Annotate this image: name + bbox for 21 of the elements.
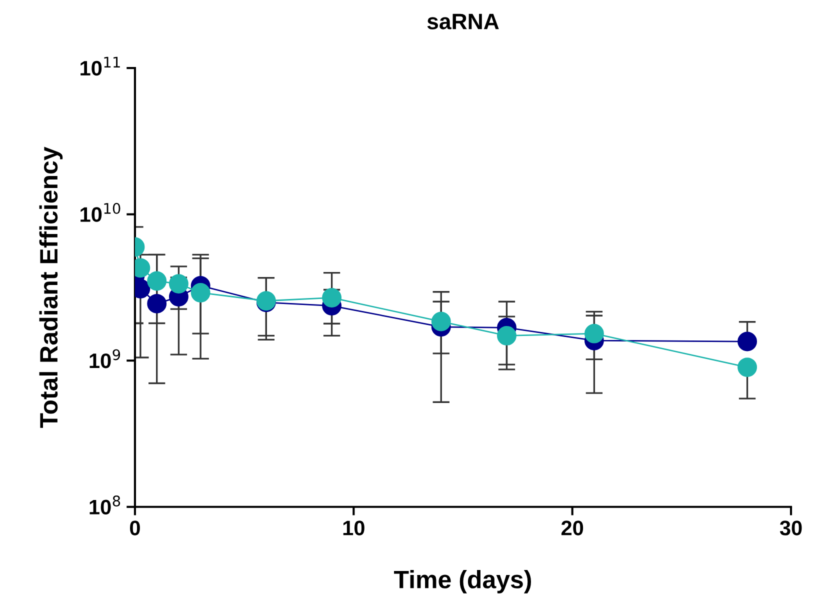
point: [322, 288, 342, 308]
point: [168, 274, 188, 294]
y-axis-title: Total Radiant Efficiency: [39, 146, 63, 428]
point: [147, 294, 167, 314]
x-axis-title: Time (days): [394, 570, 531, 594]
x-tick-label: 10: [343, 520, 364, 536]
point: [738, 332, 757, 352]
y-tick-label: 10$^{8}$: [90, 495, 120, 514]
y-tick-label: 10$^{10}$: [80, 202, 120, 222]
chart-title: saRNA: [427, 14, 499, 30]
point: [584, 324, 604, 344]
x-tick-label: 0: [130, 520, 140, 536]
point: [497, 326, 516, 346]
y-tick-label: 10$^{9}$: [90, 349, 120, 368]
point: [190, 283, 210, 302]
x-tick-label: 30: [780, 520, 802, 536]
y-tick-label: 10$^{11}$: [80, 56, 120, 76]
point: [431, 312, 451, 332]
point: [738, 358, 757, 378]
x-tick-label: 20: [561, 520, 584, 536]
point: [147, 271, 167, 291]
